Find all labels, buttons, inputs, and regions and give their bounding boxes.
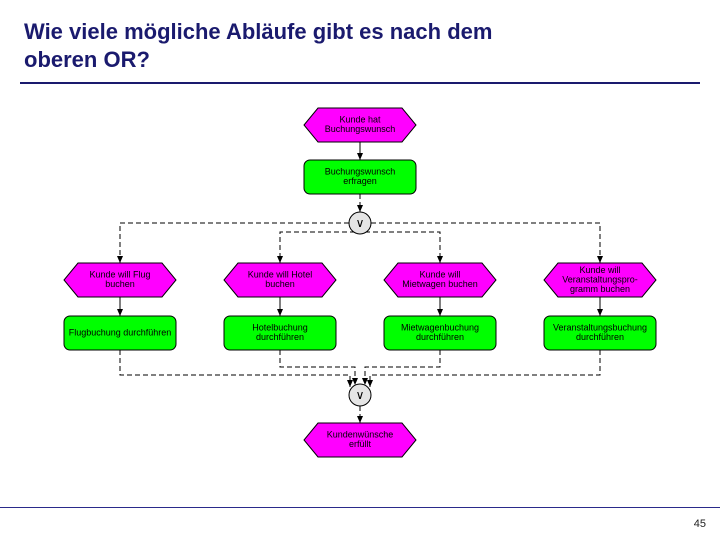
node-label: buchen	[105, 279, 135, 289]
connector-node: ∨	[349, 384, 371, 406]
node-label: Kunde will Hotel	[248, 270, 313, 280]
edge	[280, 232, 355, 263]
node-label: Mietwagenbuchung	[401, 323, 479, 333]
node-label: Kundenwünsche	[327, 430, 394, 440]
node-label: erfragen	[343, 176, 377, 186]
edge	[280, 350, 355, 385]
node-label: Kunde hat	[339, 115, 381, 125]
event-node: Kunde hatBuchungswunsch	[304, 108, 416, 142]
node-label: Kunde will	[419, 270, 460, 280]
event-node: Kunde will Flugbuchen	[64, 263, 176, 297]
event-node: Kunde willVeranstaltungspro-gramm buchen	[544, 263, 656, 297]
function-node: Mietwagenbuchungdurchführen	[384, 316, 496, 350]
title-line1: Wie viele mögliche Abläufe gibt es nach …	[24, 19, 492, 44]
footer-rule	[0, 507, 720, 509]
or-symbol: ∨	[356, 216, 365, 230]
node-label: gramm buchen	[570, 284, 630, 294]
node-label: durchführen	[256, 332, 304, 342]
node-label: Kunde will Flug	[89, 270, 150, 280]
edge	[120, 350, 350, 387]
title-underline	[20, 82, 700, 84]
node-label: Veranstaltungspro-	[562, 274, 638, 284]
edge	[120, 223, 349, 263]
edge	[365, 350, 440, 385]
epc-flowchart: Kunde hatBuchungswunschBuchungswunscherf…	[0, 95, 720, 495]
event-node: Kundenwünscheerfüllt	[304, 423, 416, 457]
node-label: Veranstaltungsbuchung	[553, 323, 647, 333]
function-node: Hotelbuchungdurchführen	[224, 316, 336, 350]
node-label: Kunde will	[579, 265, 620, 275]
node-label: durchführen	[576, 332, 624, 342]
node-label: Buchungswunsch	[325, 124, 396, 134]
node-label: Mietwagen buchen	[402, 279, 478, 289]
or-symbol: ∨	[356, 388, 365, 402]
event-node: Kunde willMietwagen buchen	[384, 263, 496, 297]
slide-title: Wie viele mögliche Abläufe gibt es nach …	[24, 18, 492, 73]
node-label: buchen	[265, 279, 295, 289]
function-node: Buchungswunscherfragen	[304, 160, 416, 194]
page-number: 45	[694, 518, 706, 530]
function-node: Flugbuchung durchführen	[64, 316, 176, 350]
edge	[365, 232, 440, 263]
title-line2: oberen OR?	[24, 47, 150, 72]
node-label: Hotelbuchung	[252, 323, 308, 333]
function-node: Veranstaltungsbuchungdurchführen	[544, 316, 656, 350]
node-label: Buchungswunsch	[325, 167, 396, 177]
edge	[371, 223, 600, 263]
node-label: Flugbuchung durchführen	[69, 327, 172, 337]
connector-node: ∨	[349, 212, 371, 234]
node-label: durchführen	[416, 332, 464, 342]
event-node: Kunde will Hotelbuchen	[224, 263, 336, 297]
node-label: erfüllt	[349, 439, 372, 449]
edge	[370, 350, 600, 387]
